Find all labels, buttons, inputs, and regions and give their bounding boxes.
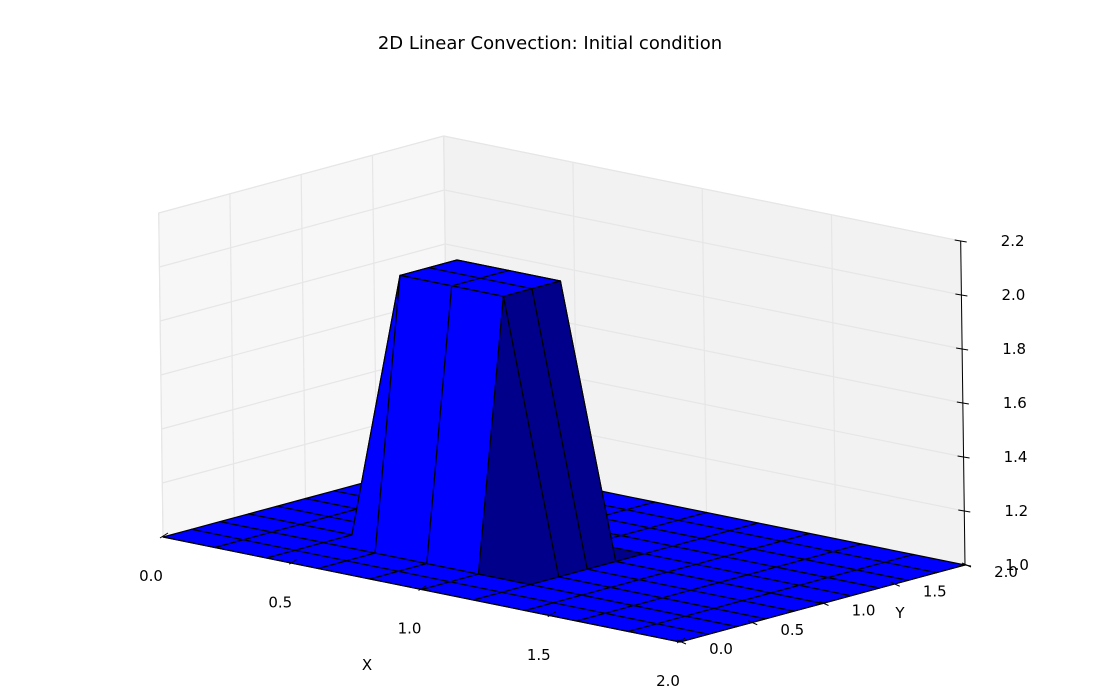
x-tick-label-1: 0.5 <box>268 593 292 611</box>
x-tick-1 <box>288 558 298 565</box>
axes <box>159 239 972 645</box>
x-tick-2 <box>418 585 427 591</box>
gridline-x-back-2 <box>701 188 708 513</box>
z-tick-label-4: 1.8 <box>1002 340 1026 358</box>
x-tick-3 <box>547 611 557 618</box>
x-axis-line <box>162 536 681 643</box>
gridline-y-side-1 <box>229 193 235 518</box>
z-tick-label-6: 2.2 <box>1001 232 1025 250</box>
z-tick-3 <box>956 401 969 405</box>
x-tick-label-4: 2.0 <box>656 672 680 690</box>
gridline-y-side-0 <box>158 212 164 538</box>
y-axis-line <box>679 564 966 643</box>
x-tick-label-0: 0.0 <box>139 567 163 585</box>
surface-plot <box>162 259 966 643</box>
chart-title: 2D Linear Convection: Initial condition <box>378 33 722 54</box>
y-tick-3 <box>890 581 900 587</box>
z-tick-label-2: 1.4 <box>1004 448 1028 466</box>
y-tick-label-3: 1.5 <box>923 582 947 600</box>
x-tick-label-2: 1.0 <box>398 620 422 638</box>
z-tick-6 <box>954 239 967 243</box>
gridline-x-back-3 <box>830 214 837 539</box>
y-axis-label: Y <box>894 604 905 622</box>
z-tick-label-3: 1.6 <box>1003 394 1027 412</box>
z-tick-2 <box>957 455 970 459</box>
z-tick-label-0: 1.0 <box>1005 556 1029 574</box>
z-tick-label-5: 2.0 <box>1001 286 1025 304</box>
x-axis-label: X <box>362 656 372 674</box>
x-tick-0 <box>159 532 169 539</box>
z-tick-4 <box>956 347 969 351</box>
y-tick-label-0: 0.0 <box>709 640 733 658</box>
gridline-y-side-2 <box>300 174 307 499</box>
y-tick-2 <box>819 601 829 606</box>
z-tick-5 <box>955 293 968 297</box>
y-tick-1 <box>748 620 758 626</box>
x-tick-4 <box>676 637 686 644</box>
z-tick-0 <box>958 563 972 567</box>
tick-labels: 0.00.51.01.52.00.00.51.01.52.01.01.21.41… <box>139 232 1029 690</box>
x-tick-label-3: 1.5 <box>527 646 551 664</box>
y-tick-label-1: 0.5 <box>780 621 804 639</box>
z-tick-1 <box>958 509 971 513</box>
y-tick-label-2: 1.0 <box>852 602 876 620</box>
z-tick-label-1: 1.2 <box>1004 502 1028 520</box>
y-tick-0 <box>676 639 687 645</box>
y-tick-label-4: 2.0 <box>994 563 1018 581</box>
